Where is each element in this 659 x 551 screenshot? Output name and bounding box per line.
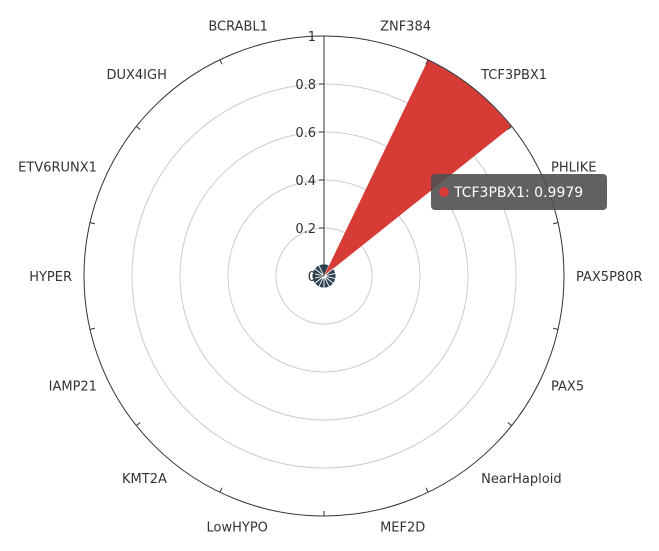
angle-tick (89, 327, 96, 330)
angle-tick (89, 222, 96, 225)
tooltip: TCF3PBX1: 0.9979 (431, 174, 607, 210)
tooltip-marker (439, 187, 449, 197)
radius-tick-label: 0.6 (295, 126, 316, 141)
category-label-lowhypo: LowHYPO (207, 521, 268, 536)
radius-tick-label: 0.4 (295, 174, 316, 189)
tooltip-label: TCF3PBX1: 0.9979 (453, 185, 583, 201)
radius-tick-label: 0.2 (295, 222, 316, 237)
angle-tick (136, 125, 141, 130)
radius-tick-label: 0.8 (295, 78, 316, 93)
category-label-etv6runx1: ETV6RUNX1 (18, 161, 97, 176)
category-label-mef2d: MEF2D (380, 521, 425, 536)
angle-tick (507, 125, 512, 130)
category-label-phlike: PHLIKE (551, 161, 596, 176)
angle-tick (425, 487, 429, 493)
category-label-pax5: PAX5 (551, 379, 584, 394)
angle-tick (136, 422, 141, 427)
radius-tick-label: 1 (308, 30, 316, 45)
category-label-nearhaploid: NearHaploid (481, 472, 561, 487)
bar-tcf3pbx1[interactable] (324, 60, 512, 277)
category-label-iamp21: IAMP21 (49, 379, 97, 394)
category-label-znf384: ZNF384 (380, 19, 431, 34)
angle-tick (219, 487, 223, 493)
radius-tick-label: 0 (308, 270, 316, 285)
angle-tick (552, 327, 559, 330)
angle-tick (552, 222, 559, 225)
axes: 0 0.2 0.4 0.6 0.8 1 (83, 30, 565, 517)
category-label-bcrabl1: BCRABL1 (208, 19, 268, 34)
category-label-dux4igh: DUX4IGH (106, 68, 166, 83)
category-labels: ZNF384 TCF3PBX1 PHLIKE PAX5P80R PAX5 NearHapl… (18, 19, 642, 535)
category-label-kmt2a: KMT2A (122, 472, 167, 487)
angle-tick (425, 59, 429, 65)
angle-tick (219, 59, 223, 65)
tooltip-box (431, 174, 607, 210)
category-label-pax5p80r: PAX5P80R (576, 270, 643, 285)
angle-tick (507, 422, 512, 427)
category-label-tcf3pbx1: TCF3PBX1 (480, 68, 547, 83)
bars (311, 60, 512, 289)
category-label-hyper: HYPER (29, 270, 72, 285)
